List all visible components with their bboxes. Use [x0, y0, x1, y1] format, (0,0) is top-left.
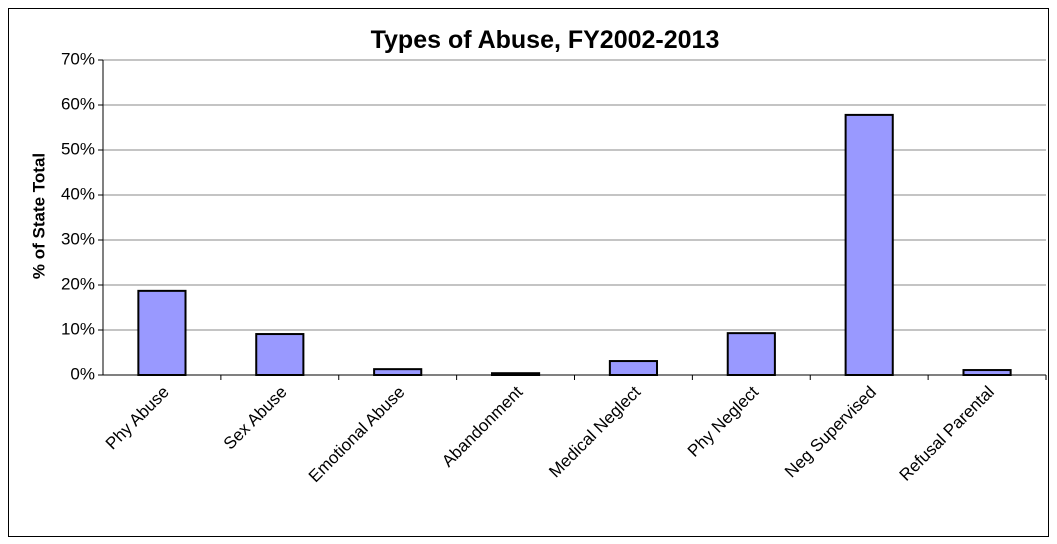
y-tick-label: 40%	[61, 184, 95, 203]
y-tick-label: 60%	[61, 94, 95, 113]
chart-title: Types of Abuse, FY2002-2013	[371, 26, 720, 54]
bar	[726, 332, 776, 376]
bar	[255, 333, 305, 376]
y-tick-label: 70%	[61, 49, 95, 68]
bar	[373, 368, 423, 376]
bar	[844, 113, 894, 377]
bar	[137, 289, 187, 377]
bar	[608, 360, 659, 376]
y-tick-label: 50%	[61, 139, 95, 158]
bar	[962, 369, 1012, 376]
y-tick-label: 30%	[61, 229, 95, 248]
y-tick-label: 0%	[70, 364, 95, 383]
y-axis-label: % of State Total	[29, 153, 48, 279]
y-tick-label: 10%	[61, 319, 95, 338]
y-tick-label: 20%	[61, 274, 95, 293]
